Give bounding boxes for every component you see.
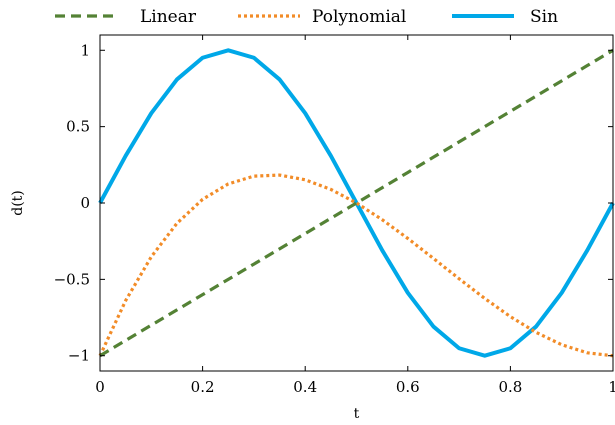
series-point-polynomial	[150, 256, 152, 258]
legend-label-linear: Linear	[140, 7, 197, 27]
plot-lines	[98, 48, 615, 358]
series-point-polynomial	[586, 352, 588, 354]
series-point-sin	[458, 347, 460, 349]
x-tick-label: 0.6	[396, 378, 420, 396]
x-tick-label: 0.8	[498, 378, 522, 396]
series-point-polynomial	[176, 222, 178, 224]
series-point-sin	[253, 57, 255, 59]
series-point-sin	[484, 355, 486, 357]
y-tick-label: 0	[80, 194, 90, 212]
series-point-polynomial	[561, 344, 563, 346]
series-point-linear	[432, 156, 434, 158]
series-point-polynomial	[201, 198, 203, 200]
series-point-sin	[201, 57, 203, 59]
series-point-polynomial	[330, 188, 332, 190]
series-point-linear	[381, 187, 383, 189]
series-point-sin	[278, 78, 280, 80]
y-tick-label: −1	[68, 347, 90, 365]
series-point-sin	[509, 347, 511, 349]
series-point-polynomial	[124, 299, 126, 301]
series-point-linear	[150, 324, 152, 326]
x-tick-label: 0	[95, 378, 105, 396]
x-tick-label: 0.2	[191, 378, 215, 396]
series-point-polynomial	[381, 218, 383, 220]
x-tick-label: 0.4	[293, 378, 317, 396]
series-point-polynomial	[407, 237, 409, 239]
x-axis-label: t	[354, 406, 360, 422]
series-point-polynomial	[458, 278, 460, 280]
series-line-polynomial	[98, 173, 614, 358]
series-point-sin	[176, 78, 178, 80]
legend-label-sin: Sin	[530, 7, 558, 27]
series-point-sin	[150, 112, 152, 114]
series-point-linear	[278, 248, 280, 250]
series-point-sin	[407, 292, 409, 294]
series-point-linear	[201, 293, 203, 295]
series-point-sin	[330, 155, 332, 157]
axis-ticks: 0 0.2 0.4 0.6 0.8 1 −1 −0.5 0 0.5 1	[54, 35, 615, 396]
series-point-sin	[381, 249, 383, 251]
series-point-linear	[227, 278, 229, 280]
series-line-linear	[99, 48, 614, 358]
series-point-polynomial	[535, 331, 537, 333]
y-tick-label: 1	[80, 41, 90, 59]
series-point-sin	[227, 49, 229, 51]
series-point-linear	[176, 309, 178, 311]
series-point-polynomial	[432, 257, 434, 259]
series-point-sin	[535, 325, 537, 327]
series-point-linear	[407, 171, 409, 173]
series-point-polynomial	[253, 175, 255, 177]
series-point-polynomial	[227, 183, 229, 185]
series-point-linear	[304, 232, 306, 234]
series-point-polynomial	[484, 297, 486, 299]
series-point-sin	[432, 325, 434, 327]
series-point-polynomial	[278, 174, 280, 176]
series-point-linear	[330, 217, 332, 219]
series-point-linear	[355, 202, 357, 204]
series-point-linear	[509, 110, 511, 112]
y-tick-label: 0.5	[66, 118, 90, 136]
y-tick-label: −0.5	[54, 270, 90, 288]
series-point-linear	[586, 64, 588, 66]
legend-label-polynomial: Polynomial	[312, 7, 406, 27]
series-point-linear	[458, 141, 460, 143]
legend: Linear Polynomial Sin	[55, 7, 558, 27]
series-point-polynomial	[304, 179, 306, 181]
series-point-polynomial	[509, 315, 511, 317]
series-point-sin	[586, 249, 588, 251]
series-point-linear	[124, 339, 126, 341]
series-point-sin	[304, 112, 306, 114]
series-point-linear	[535, 95, 537, 97]
series-point-linear	[561, 80, 563, 82]
series-line-sin	[98, 48, 615, 358]
series-point-linear	[253, 263, 255, 265]
x-tick-label: 1	[608, 378, 615, 396]
y-axis-label: d(t)	[10, 190, 26, 216]
series-point-linear	[484, 125, 486, 127]
series-point-sin	[124, 155, 126, 157]
series-point-sin	[561, 292, 563, 294]
